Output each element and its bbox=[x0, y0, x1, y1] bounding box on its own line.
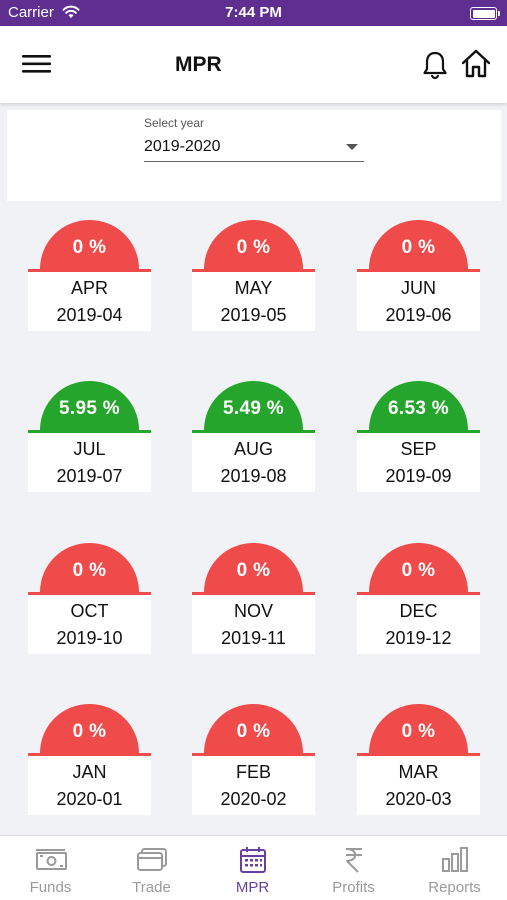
percent-badge: 6.53 % bbox=[369, 381, 468, 430]
percent-badge: 0 % bbox=[204, 704, 303, 753]
bar-chart-icon bbox=[441, 847, 468, 872]
carrier-label: Carrier bbox=[8, 4, 54, 21]
month-code: 2020-03 bbox=[385, 789, 452, 809]
month-code: 2019-06 bbox=[385, 305, 452, 325]
year-dropdown-value: 2019-2020 bbox=[144, 138, 221, 155]
percent-badge: 0 % bbox=[40, 220, 139, 269]
percent-badge: 5.49 % bbox=[204, 381, 303, 430]
status-time: 7:44 PM bbox=[225, 4, 282, 21]
percent-badge: 0 % bbox=[369, 704, 468, 753]
month-card-body: DEC 2019-12 bbox=[357, 592, 480, 654]
month-card-body: MAY 2019-05 bbox=[192, 269, 315, 331]
month-card-aug[interactable]: 5.49 % AUG 2019-08 bbox=[192, 381, 315, 494]
month-code: 2019-07 bbox=[56, 466, 123, 486]
percent-badge: 0 % bbox=[204, 543, 303, 592]
menu-icon[interactable] bbox=[22, 52, 52, 76]
month-name: MAR bbox=[398, 762, 439, 782]
month-name: NOV bbox=[233, 601, 273, 621]
wifi-icon bbox=[62, 5, 80, 18]
month-code: 2019-09 bbox=[385, 466, 452, 486]
tab-mpr-label: MPR bbox=[235, 879, 270, 896]
month-card-nov[interactable]: 0 % NOV 2019-11 bbox=[192, 543, 315, 656]
bell-icon[interactable] bbox=[422, 50, 448, 80]
month-card-body: MAR 2020-03 bbox=[357, 753, 480, 815]
month-grid: 0 % APR 2019-04 0 % MAY 2019-05 0 % JUN 2019-06 5… bbox=[28, 220, 480, 817]
month-name: DEC bbox=[399, 601, 438, 621]
month-card-body: FEB 2020-02 bbox=[192, 753, 315, 815]
tab-reports[interactable]: Reports bbox=[404, 836, 505, 900]
percent-badge: 0 % bbox=[40, 704, 139, 753]
top-nav-bar: MPR bbox=[0, 26, 507, 103]
battery-icon bbox=[470, 7, 500, 20]
month-code: 2019-08 bbox=[220, 466, 287, 486]
rupee-icon bbox=[345, 848, 362, 873]
home-icon[interactable] bbox=[460, 48, 492, 80]
select-year-label: Select year bbox=[144, 116, 205, 130]
month-card-body: OCT 2019-10 bbox=[28, 592, 151, 654]
page-title: MPR bbox=[175, 53, 222, 76]
month-code: 2020-02 bbox=[220, 789, 287, 809]
percent-badge: 5.95 % bbox=[40, 381, 139, 430]
month-code: 2019-10 bbox=[56, 628, 123, 648]
month-name: MAY bbox=[234, 278, 273, 298]
tab-trade-label: Trade bbox=[132, 879, 171, 896]
month-card-dec[interactable]: 0 % DEC 2019-12 bbox=[357, 543, 480, 656]
month-code: 2019-05 bbox=[220, 305, 287, 325]
year-selector-card: Select year 2019-2020 bbox=[7, 110, 501, 201]
month-card-body: JAN 2020-01 bbox=[28, 753, 151, 815]
month-card-body: SEP 2019-09 bbox=[357, 430, 480, 492]
bottom-tab-bar: Funds Trade MPR bbox=[0, 835, 507, 900]
tab-mpr[interactable]: MPR bbox=[202, 836, 303, 900]
tab-reports-label: Reports bbox=[428, 879, 481, 896]
trade-icon bbox=[136, 848, 167, 871]
percent-badge: 0 % bbox=[204, 220, 303, 269]
tab-trade[interactable]: Trade bbox=[101, 836, 202, 900]
month-name: AUG bbox=[233, 439, 273, 459]
month-name: SEP bbox=[400, 439, 437, 459]
tab-funds-label: Funds bbox=[29, 879, 72, 896]
month-name: FEB bbox=[235, 762, 271, 782]
month-name: JUN bbox=[401, 278, 436, 298]
year-dropdown[interactable]: 2019-2020 bbox=[144, 132, 364, 162]
funds-icon bbox=[35, 849, 67, 870]
month-code: 2020-01 bbox=[56, 789, 123, 809]
month-card-feb[interactable]: 0 % FEB 2020-02 bbox=[192, 704, 315, 817]
month-card-mar[interactable]: 0 % MAR 2020-03 bbox=[357, 704, 480, 817]
month-code: 2019-12 bbox=[385, 628, 452, 648]
tab-profits-label: Profits bbox=[332, 879, 375, 896]
month-name: JAN bbox=[72, 762, 107, 782]
month-code: 2019-04 bbox=[56, 305, 123, 325]
month-name: JUL bbox=[73, 439, 106, 459]
tab-profits[interactable]: Profits bbox=[303, 836, 404, 900]
month-name: APR bbox=[70, 278, 108, 298]
month-card-body: APR 2019-04 bbox=[28, 269, 151, 331]
percent-badge: 0 % bbox=[369, 220, 468, 269]
month-card-jan[interactable]: 0 % JAN 2020-01 bbox=[28, 704, 151, 817]
month-card-jun[interactable]: 0 % JUN 2019-06 bbox=[357, 220, 480, 333]
chevron-down-icon bbox=[346, 144, 358, 150]
percent-badge: 0 % bbox=[369, 543, 468, 592]
month-card-body: JUL 2019-07 bbox=[28, 430, 151, 492]
month-card-sep[interactable]: 6.53 % SEP 2019-09 bbox=[357, 381, 480, 494]
status-bar: Carrier 7:44 PM bbox=[0, 0, 507, 26]
month-name: OCT bbox=[70, 601, 109, 621]
month-card-body: AUG 2019-08 bbox=[192, 430, 315, 492]
month-code: 2019-11 bbox=[221, 628, 286, 648]
month-card-oct[interactable]: 0 % OCT 2019-10 bbox=[28, 543, 151, 656]
month-card-may[interactable]: 0 % MAY 2019-05 bbox=[192, 220, 315, 333]
percent-badge: 0 % bbox=[40, 543, 139, 592]
month-card-body: NOV 2019-11 bbox=[192, 592, 315, 654]
month-card-jul[interactable]: 5.95 % JUL 2019-07 bbox=[28, 381, 151, 494]
tab-funds[interactable]: Funds bbox=[0, 836, 101, 900]
month-card-apr[interactable]: 0 % APR 2019-04 bbox=[28, 220, 151, 333]
calendar-icon bbox=[239, 847, 266, 873]
month-card-body: JUN 2019-06 bbox=[357, 269, 480, 331]
